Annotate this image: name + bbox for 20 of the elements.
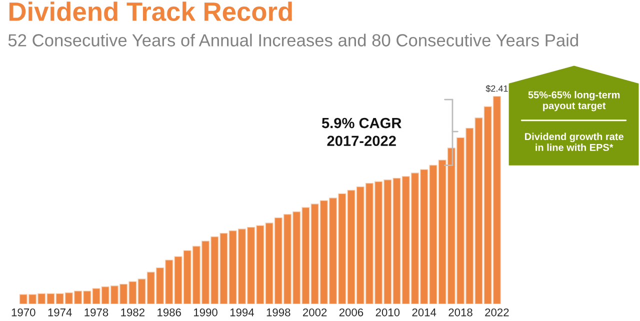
x-tick-label: 1994 — [230, 308, 254, 316]
x-tick-label: 1974 — [48, 308, 72, 316]
annotation: 5.9% CAGR 2017-2022 — [322, 118, 402, 146]
x-tick-label: 2006 — [339, 308, 364, 316]
x-tick-label: 1990 — [194, 308, 218, 316]
text: 55%-65% long-term payout target — [528, 91, 620, 112]
x-tick-label: 1986 — [158, 308, 181, 316]
chart-title: Dividend Track Record — [9, 2, 292, 21]
x-tick-label: 2014 — [412, 308, 436, 316]
x-tick-label: 1978 — [84, 308, 108, 316]
x-tick-label: 2018 — [448, 308, 472, 316]
x-tick-label: 2002 — [303, 308, 327, 316]
x-tick-label: 1970 — [12, 308, 36, 316]
x-tick-label: 2022 — [485, 308, 509, 316]
text: Dividend growth rate in line with EPS* — [525, 132, 624, 151]
data-label: $2.41 — [486, 84, 508, 92]
chart-subtitle: 52 Consecutive Years of Annual Increases and 80 Consecutive Years Paid — [8, 34, 578, 46]
x-tick-label: 2010 — [376, 308, 400, 316]
x-tick-label: 1982 — [121, 308, 144, 316]
x-tick-label: 1998 — [266, 308, 290, 316]
